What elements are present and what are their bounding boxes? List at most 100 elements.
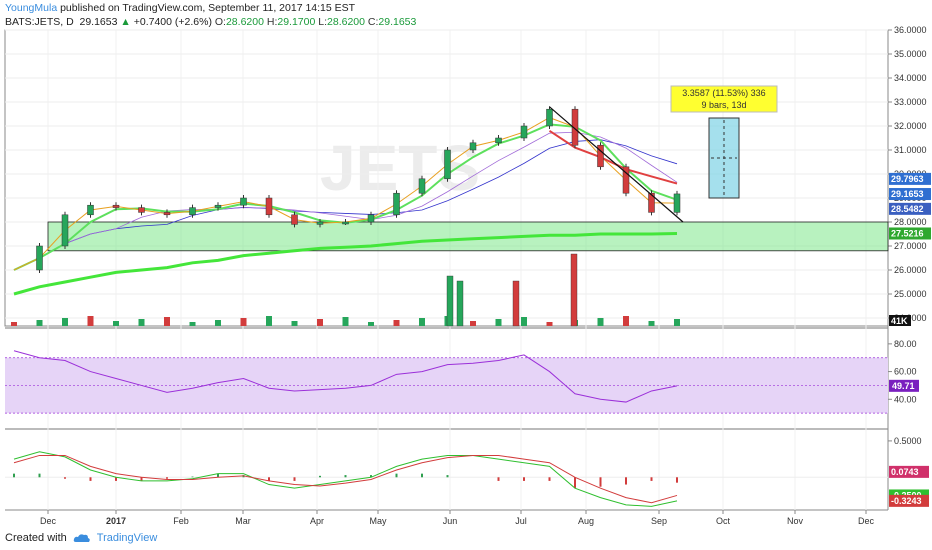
volume-bar [266,316,272,326]
published-text: published on TradingView.com, September … [60,2,356,14]
rsi-tick-label: 80.00 [894,339,917,349]
time-tick-label: Mar [235,516,251,526]
volume-spike [456,280,464,327]
downtrend-line [549,106,684,223]
volume-bar [62,318,68,326]
candle-body [673,193,681,213]
volume-spike [446,275,454,327]
candle-body [189,207,196,216]
macd-marker-label: 0.0743 [891,467,919,477]
tradingview-brand[interactable]: TradingView [96,532,158,544]
time-tick-label: 2017 [106,516,126,526]
candle-body [571,108,579,146]
candle-body [316,221,324,225]
candle-body [265,197,273,216]
price-change: +0.7400 (+2.6%) [133,16,212,28]
time-tick-label: Dec [40,516,57,526]
volume-bar [189,322,196,326]
time-tick-label: Aug [578,516,594,526]
volume-bar [648,321,655,326]
support-zone [47,221,889,252]
time-tick-label: May [369,516,387,526]
up-arrow-icon: ▲ [120,16,131,28]
candle-body [240,197,247,206]
open-value: 28.6200 [225,16,264,28]
time-tick-label: Jul [515,516,527,526]
last-price: 29.1653 [79,16,118,28]
close-label: C: [367,16,379,28]
macd-marker [889,465,929,478]
volume-marker [889,315,911,326]
volume-bar [240,318,247,326]
price-tick-label: 33.0000 [894,97,927,107]
candle-body [393,192,400,216]
candle-body [495,137,502,144]
volume-bar [674,319,680,326]
price-tick-label: 25.0000 [894,289,927,299]
volume-bar [113,321,119,326]
price-marker-label: 29.1653 [891,189,924,199]
price-tick-label: 32.0000 [894,121,927,131]
measure-label-box [670,85,778,113]
open-label: O: [214,16,226,28]
macd-line [13,451,678,507]
price-tick-label: 28.0000 [894,217,927,227]
symbol-label[interactable]: BATS:JETS, D [5,16,74,28]
volume-bar [623,316,629,326]
candle-body [469,142,477,151]
price-tick-label: 26.0000 [894,265,927,275]
price-tick-label: 34.0000 [894,73,927,83]
candle-body [87,204,94,216]
volume-bar [419,318,425,326]
ma-50-line [13,131,678,271]
ma-100-line [13,139,678,271]
price-tick-label: 35.0000 [894,49,927,59]
candle-body [214,204,222,208]
cloud-icon [73,534,90,542]
candle-body [367,214,375,223]
price-marker [889,202,931,215]
header-line-2: BATS:JETS, D 29.1653 ▲ +0.7400 (+2.6%) O… [5,16,416,28]
volume-bar [317,319,323,326]
volume-bar [138,319,145,326]
price-marker [889,227,931,240]
rsi-marker-label: 49.71 [892,381,915,391]
measure-text-1: 3.3587 (11.53%) 336 [682,88,765,98]
low-value: 28.6200 [327,16,365,28]
macd-marker-label: -0.3243 [891,496,922,506]
high-label: H: [266,16,278,28]
ma-200-line [13,232,678,296]
volume-bar [495,319,502,326]
time-tick-label: Oct [716,516,731,526]
candle-body [291,214,298,225]
volume-bar [342,317,349,326]
candle-body [520,125,528,139]
candle-body [648,192,655,213]
price-marker-label: 28.5482 [891,204,924,214]
price-tick-label: 31.0000 [894,145,927,155]
volume-bar [36,320,43,326]
close-value: 29.1653 [378,16,417,28]
time-tick-label: Dec [858,516,875,526]
rsi-tick-label: 40.00 [894,394,917,404]
volume-bar [215,320,221,326]
candle-body [112,204,120,208]
candle-body [36,245,43,271]
macd-tick-label: 0.5000 [894,436,922,446]
time-tick-label: Sep [651,516,667,526]
volume-spike [512,280,520,327]
volume-bar [11,322,17,326]
time-tick-label: Nov [787,516,804,526]
volume-bar [597,318,604,326]
price-tick-label: 36.0000 [894,25,927,35]
candle-body [61,214,69,247]
rsi-line [13,350,678,403]
rsi-marker [889,379,919,392]
volume-spike [570,253,578,327]
volume-bar [164,317,170,326]
publisher-name[interactable]: YoungMula [5,2,58,14]
high-value: 29.1700 [277,16,316,28]
header-line-1: YoungMula published on TradingView.com, … [5,2,355,14]
time-tick-label: Jun [443,516,458,526]
